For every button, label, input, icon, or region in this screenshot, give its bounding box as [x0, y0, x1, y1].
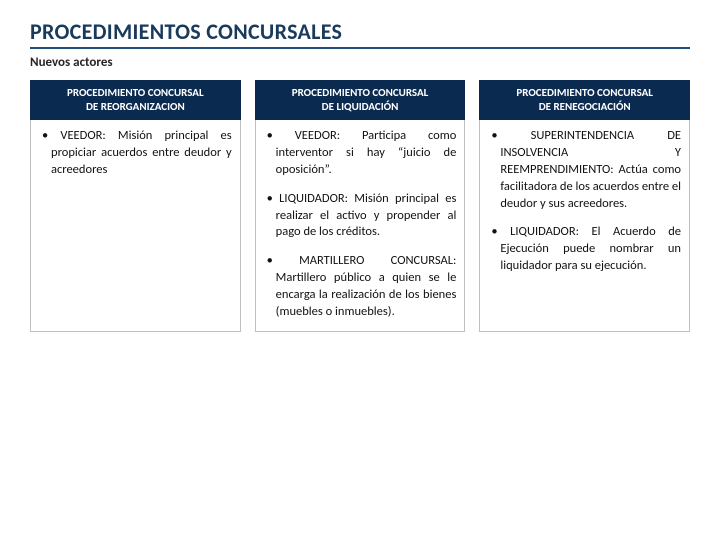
column-header: PROCEDIMIENTO CONCURSAL DE RENEGOCIACIÓN — [479, 80, 690, 120]
bullet-term: VEEDOR: — [60, 128, 105, 143]
column-body: • VEEDOR: Misión principal es propiciar … — [30, 120, 241, 332]
list-item: • VEEDOR: Participa como interventor si … — [264, 128, 457, 179]
column-liquidacion: PROCEDIMIENTO CONCURSAL DE LIQUIDACIÓN •… — [255, 80, 466, 332]
bullet-term: VEEDOR: — [295, 128, 340, 143]
column-header-line1: PROCEDIMIENTO CONCURSAL — [259, 86, 462, 100]
column-body: • VEEDOR: Participa como interventor si … — [255, 120, 466, 332]
column-header-line1: PROCEDIMIENTO CONCURSAL — [483, 86, 686, 100]
column-reorganizacion: PROCEDIMIENTO CONCURSAL DE REORGANIZACIO… — [30, 80, 241, 332]
column-header: PROCEDIMIENTO CONCURSAL DE REORGANIZACIO… — [30, 80, 241, 120]
bullet-text: Martillero público a quien se le encarga… — [276, 270, 457, 319]
bullet-term: MARTILLERO CONCURSAL: — [299, 253, 456, 268]
column-renegociacion: PROCEDIMIENTO CONCURSAL DE RENEGOCIACIÓN… — [479, 80, 690, 332]
page-title: PROCEDIMIENTOS CONCURSALES — [30, 18, 690, 49]
column-header-line1: PROCEDIMIENTO CONCURSAL — [34, 86, 237, 100]
list-item: • LIQUIDADOR: Misión principal es realiz… — [264, 191, 457, 242]
list-item: • LIQUIDADOR: El Acuerdo de Ejecución pu… — [488, 224, 681, 275]
columns-container: PROCEDIMIENTO CONCURSAL DE REORGANIZACIO… — [30, 80, 690, 332]
column-header-line2: DE REORGANIZACION — [34, 100, 237, 114]
column-header-line2: DE RENEGOCIACIÓN — [483, 100, 686, 114]
bullet-term: LIQUIDADOR: — [510, 224, 579, 239]
column-header-line2: DE LIQUIDACIÓN — [259, 100, 462, 114]
column-header: PROCEDIMIENTO CONCURSAL DE LIQUIDACIÓN — [255, 80, 466, 120]
list-item: • MARTILLERO CONCURSAL: Martillero públi… — [264, 253, 457, 321]
bullet-term: LIQUIDADOR: — [279, 191, 348, 206]
list-item: • SUPERINTENDENCIA DE INSOLVENCIA Y REEM… — [488, 128, 681, 212]
column-body: • SUPERINTENDENCIA DE INSOLVENCIA Y REEM… — [479, 120, 690, 332]
list-item: • VEEDOR: Misión principal es propiciar … — [39, 128, 232, 179]
page-subtitle: Nuevos actores — [30, 55, 690, 70]
